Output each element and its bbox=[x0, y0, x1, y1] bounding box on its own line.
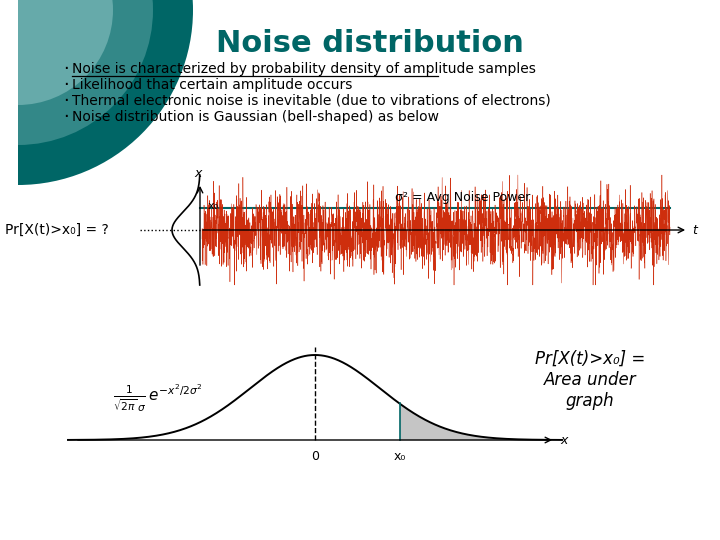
Text: Pr[X(t)>x₀] = ?: Pr[X(t)>x₀] = ? bbox=[5, 223, 109, 237]
Text: 0: 0 bbox=[311, 450, 319, 463]
Text: Pr[X(t)>x₀] =
Area under
graph: Pr[X(t)>x₀] = Area under graph bbox=[535, 350, 645, 410]
Text: x₀: x₀ bbox=[393, 450, 405, 463]
Text: x: x bbox=[560, 434, 567, 447]
Text: x: x bbox=[194, 167, 202, 180]
Text: Noise distribution is Gaussian (bell-shaped) as below: Noise distribution is Gaussian (bell-sha… bbox=[72, 110, 439, 124]
Wedge shape bbox=[18, 0, 153, 145]
Text: ·: · bbox=[63, 92, 69, 110]
Text: σ² = Avg Noise Power: σ² = Avg Noise Power bbox=[395, 192, 530, 205]
Wedge shape bbox=[18, 0, 193, 185]
Text: ·: · bbox=[63, 76, 69, 94]
Wedge shape bbox=[18, 0, 113, 105]
Text: t: t bbox=[692, 224, 697, 237]
Text: x₀: x₀ bbox=[208, 201, 219, 211]
Text: ·: · bbox=[63, 60, 69, 78]
Text: Thermal electronic noise is inevitable (due to vibrations of electrons): Thermal electronic noise is inevitable (… bbox=[72, 94, 551, 108]
Text: Noise distribution: Noise distribution bbox=[216, 29, 524, 57]
Text: ·: · bbox=[63, 108, 69, 126]
Text: Noise is characterized by probability density of amplitude samples: Noise is characterized by probability de… bbox=[72, 62, 536, 76]
Text: $\frac{1}{\sqrt{2\pi}\,\sigma}\,e^{-x^2/2\sigma^2}$: $\frac{1}{\sqrt{2\pi}\,\sigma}\,e^{-x^2/… bbox=[113, 382, 203, 414]
Text: Likelihood that certain amplitude occurs: Likelihood that certain amplitude occurs bbox=[72, 78, 352, 92]
